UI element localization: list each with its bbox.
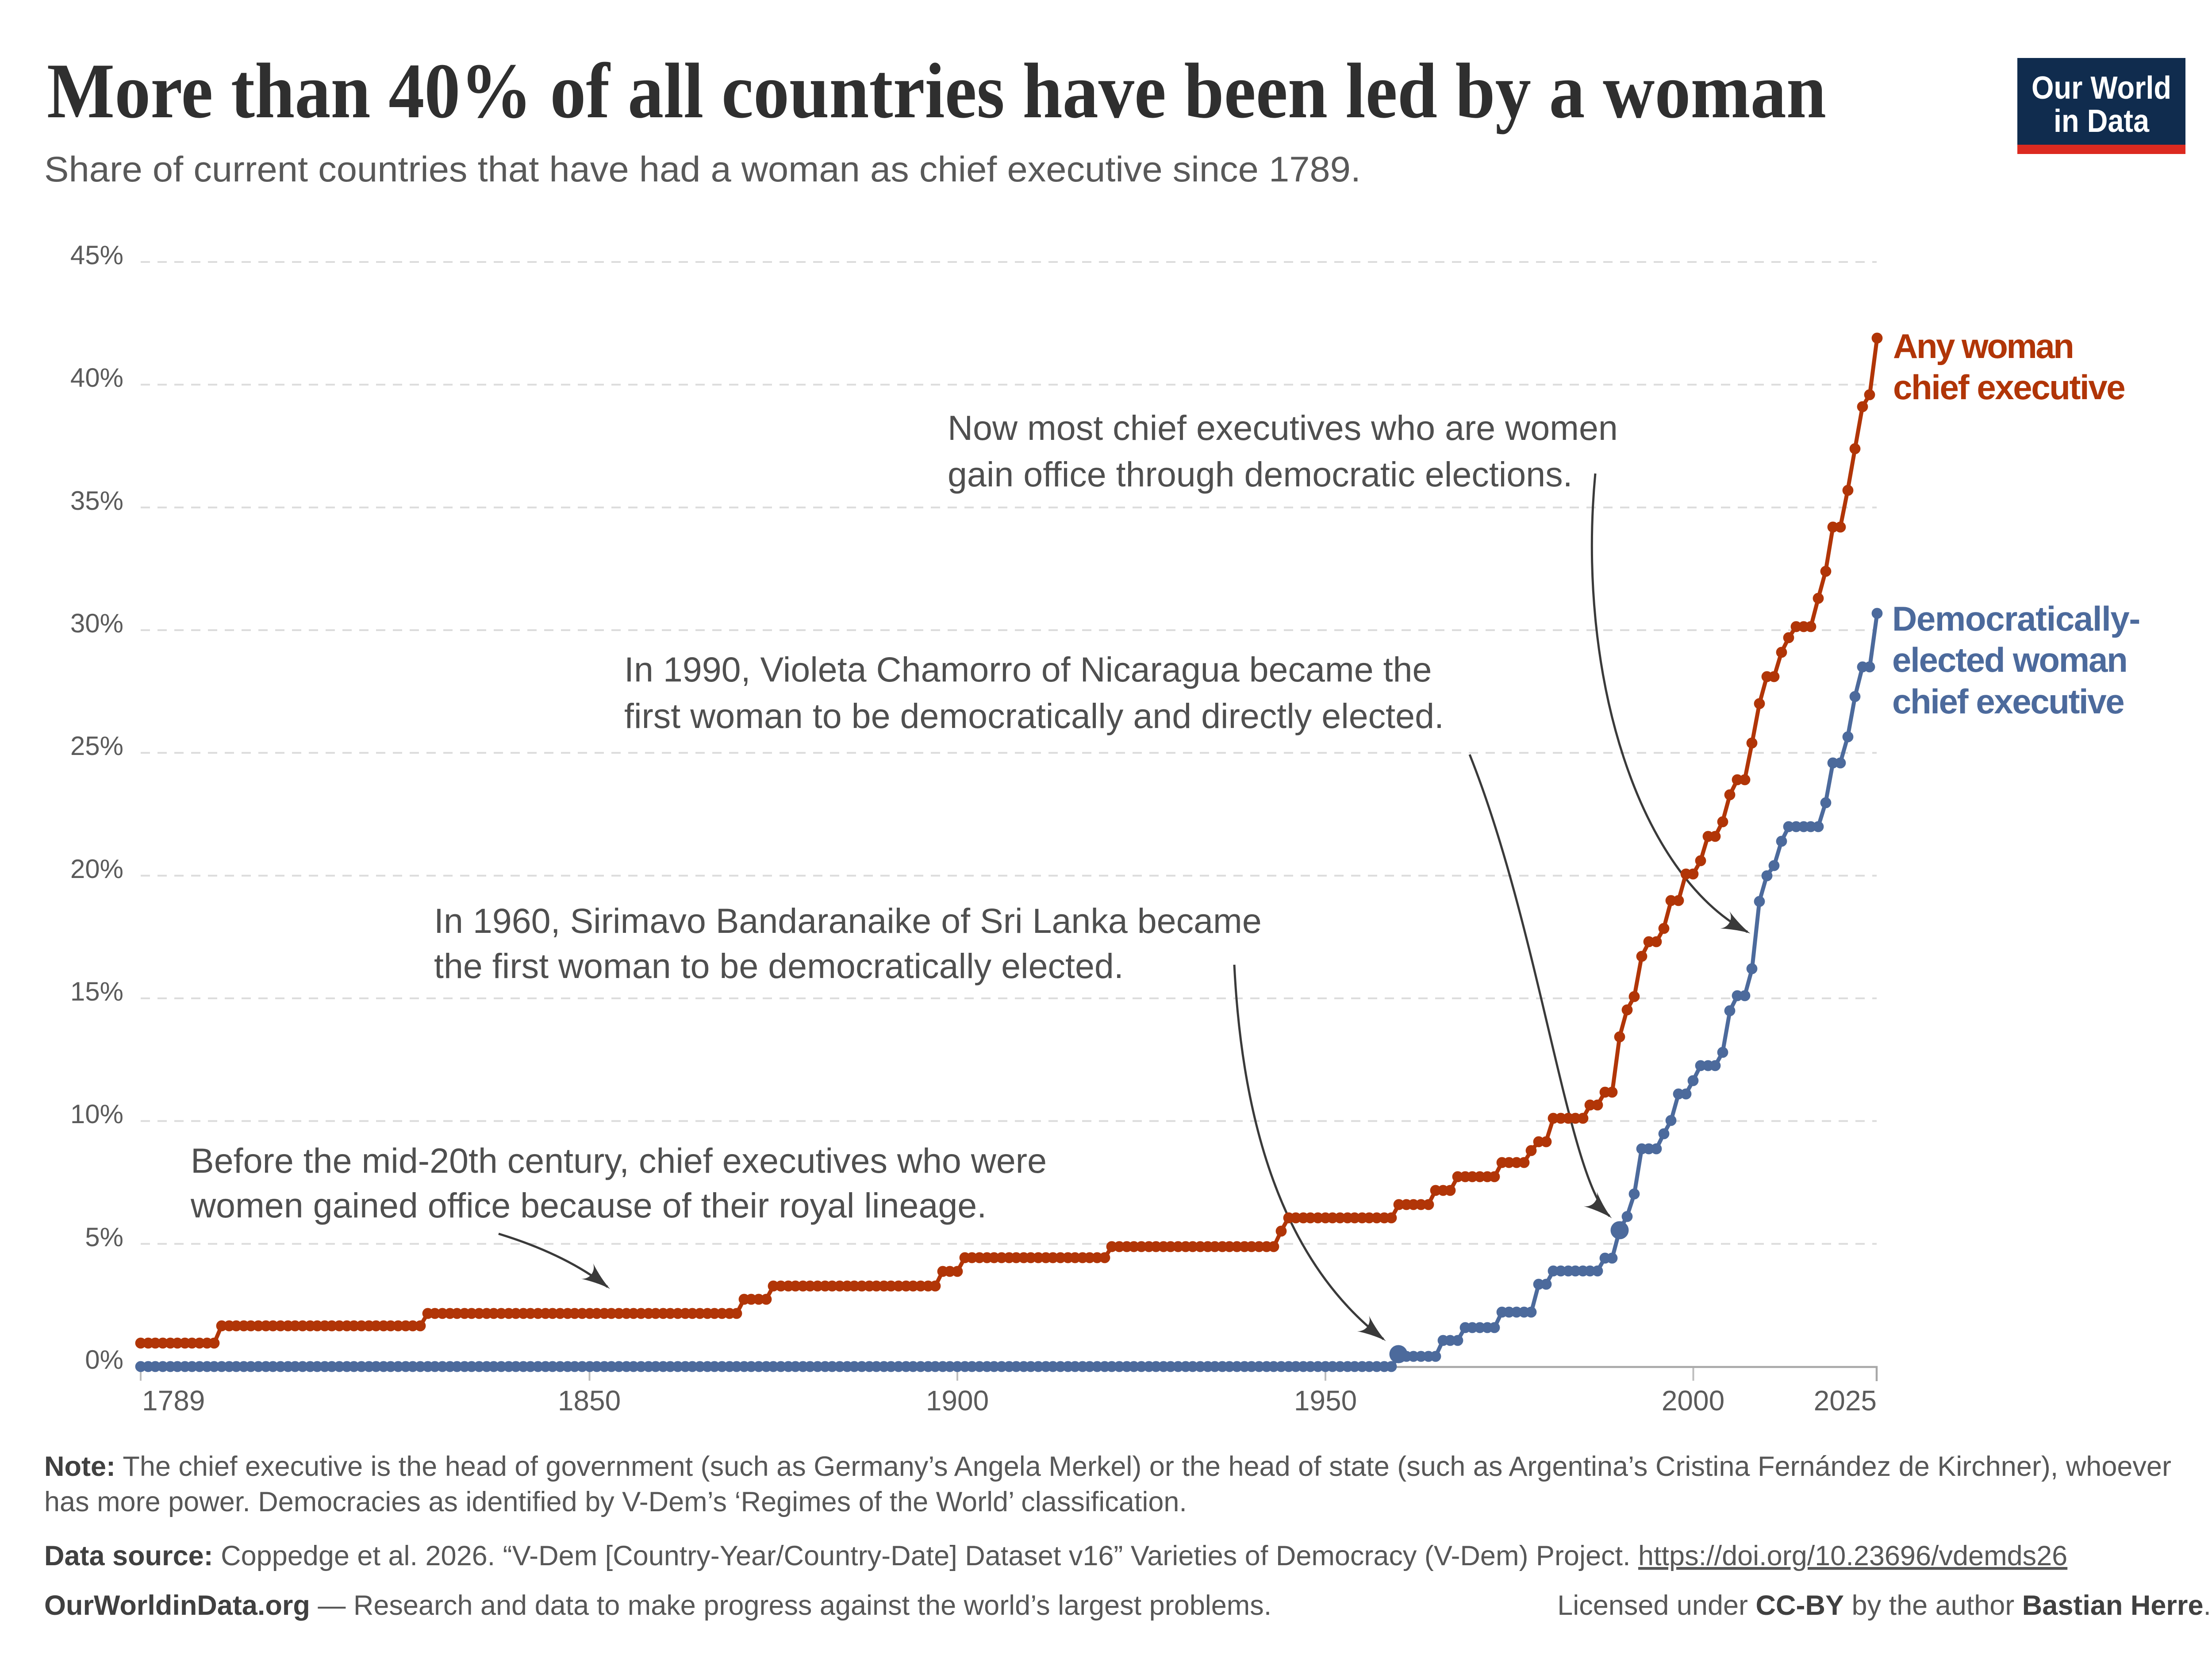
svg-text:has more power. Democracies as: has more power. Democracies as identifie… xyxy=(44,1486,1187,1517)
svg-text:Share of current countries tha: Share of current countries that have had… xyxy=(44,150,1361,189)
svg-text:5%: 5% xyxy=(85,1222,123,1252)
svg-text:In 1960, Sirimavo Bandaranaike: In 1960, Sirimavo Bandaranaike of Sri La… xyxy=(434,901,1262,940)
svg-text:Note: The chief executive is t: Note: The chief executive is the head of… xyxy=(44,1451,2171,1482)
svg-text:Licensed under CC-BY by the au: Licensed under CC-BY by the author Basti… xyxy=(1557,1590,2211,1621)
svg-text:elected woman: elected woman xyxy=(1892,640,2127,679)
svg-text:More than 40% of all countries: More than 40% of all countries have been… xyxy=(47,47,1826,135)
svg-text:in Data: in Data xyxy=(2054,104,2150,139)
svg-text:first woman to be democratical: first woman to be democratically and dir… xyxy=(624,696,1444,735)
svg-text:45%: 45% xyxy=(70,240,123,270)
svg-text:10%: 10% xyxy=(70,1099,123,1129)
svg-text:gain office through democratic: gain office through democratic elections… xyxy=(948,454,1573,494)
svg-text:0%: 0% xyxy=(85,1345,123,1375)
svg-text:1850: 1850 xyxy=(558,1385,621,1417)
svg-text:Any woman: Any woman xyxy=(1893,327,2073,366)
svg-text:20%: 20% xyxy=(70,854,123,884)
svg-text:Democratically-: Democratically- xyxy=(1892,599,2140,638)
svg-text:Our World: Our World xyxy=(2032,70,2171,106)
svg-text:1950: 1950 xyxy=(1294,1385,1357,1417)
svg-text:the first woman to be democrat: the first woman to be democratically ele… xyxy=(434,946,1124,986)
svg-text:35%: 35% xyxy=(70,486,123,516)
svg-text:1789: 1789 xyxy=(142,1385,205,1417)
svg-text:15%: 15% xyxy=(70,977,123,1006)
svg-text:chief executive: chief executive xyxy=(1893,368,2124,407)
svg-text:chief executive: chief executive xyxy=(1892,682,2124,721)
svg-text:2000: 2000 xyxy=(1662,1385,1724,1417)
svg-text:Before the mid-20th century, c: Before the mid-20th century, chief execu… xyxy=(191,1141,1047,1180)
svg-text:Data source: Coppedge et al. 2: Data source: Coppedge et al. 2026. “V-De… xyxy=(44,1540,2067,1571)
svg-text:2025: 2025 xyxy=(1814,1385,1877,1417)
svg-text:OurWorldinData.org — Research: OurWorldinData.org — Research and data t… xyxy=(44,1590,1271,1621)
svg-text:Now most chief executives who: Now most chief executives who are women xyxy=(948,408,1618,447)
svg-text:25%: 25% xyxy=(70,731,123,761)
svg-text:30%: 30% xyxy=(70,608,123,638)
svg-text:40%: 40% xyxy=(70,363,123,393)
svg-text:In 1990, Violeta Chamorro of N: In 1990, Violeta Chamorro of Nicaragua b… xyxy=(624,650,1432,689)
svg-text:1900: 1900 xyxy=(926,1385,989,1417)
svg-text:women gained office because of: women gained office because of their roy… xyxy=(190,1186,987,1225)
